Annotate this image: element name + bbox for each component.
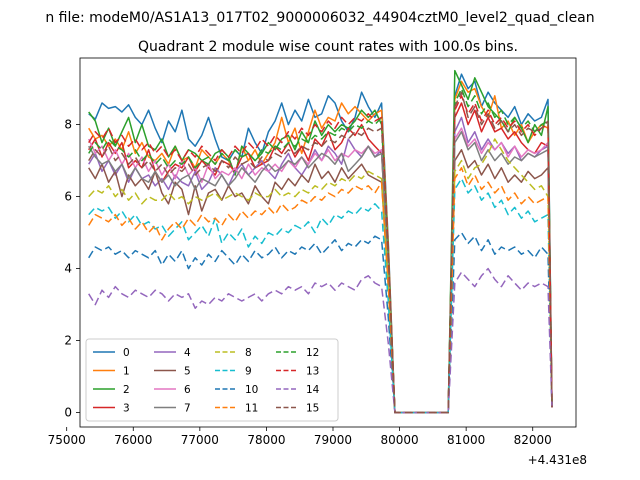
x-tick-label: 78000 xyxy=(247,433,285,447)
series-line-10 xyxy=(88,231,553,414)
x-tick-label: 81000 xyxy=(447,433,485,447)
y-tick-label: 2 xyxy=(64,334,72,348)
series-line-14 xyxy=(88,267,553,414)
legend-label: 10 xyxy=(245,384,258,396)
y-tick-label: 8 xyxy=(64,118,72,132)
series-line-9 xyxy=(88,177,553,414)
series-layer xyxy=(88,69,553,414)
legend-label: 9 xyxy=(245,366,252,378)
series-line-13 xyxy=(88,95,553,414)
legend-label: 14 xyxy=(306,384,320,396)
legend-label: 3 xyxy=(123,403,130,415)
legend-label: 11 xyxy=(245,403,258,415)
x-axis-offset-label: +4.431e8 xyxy=(528,453,587,467)
x-tick-label: 76000 xyxy=(114,433,152,447)
y-tick-label: 0 xyxy=(64,406,72,420)
legend-label: 1 xyxy=(123,366,130,378)
series-line-7 xyxy=(88,131,553,414)
legend-label: 7 xyxy=(184,403,191,415)
y-tick-label: 4 xyxy=(64,262,72,276)
series-line-8 xyxy=(88,138,553,414)
legend-label: 13 xyxy=(306,366,319,378)
legend-label: 6 xyxy=(184,384,191,396)
legend-label: 2 xyxy=(123,384,130,396)
x-tick-label: 80000 xyxy=(380,433,418,447)
x-axis: 75000 76000 77000 78000 79000 80000 81000 82000 xyxy=(48,427,552,447)
y-axis: 0 2 4 6 8 xyxy=(64,118,80,420)
chart-title: Quadrant 2 module wise count rates with … xyxy=(138,39,518,55)
figure-suptitle: n file: modeM0/AS1A13_017T02_9000006032_… xyxy=(45,10,594,26)
legend-label: 8 xyxy=(245,347,252,359)
x-tick-label: 82000 xyxy=(514,433,552,447)
legend-label: 12 xyxy=(306,347,319,359)
x-tick-label: 77000 xyxy=(181,433,219,447)
legend-box xyxy=(85,338,339,422)
series-line-11 xyxy=(88,167,553,414)
series-line-5 xyxy=(88,149,553,414)
x-tick-label: 75000 xyxy=(48,433,86,447)
y-tick-label: 6 xyxy=(64,190,72,204)
legend-label: 5 xyxy=(184,366,191,378)
series-line-2 xyxy=(88,69,553,414)
legend-label: 0 xyxy=(123,347,130,359)
axes-frame xyxy=(79,57,577,428)
legend-label: 15 xyxy=(306,403,319,415)
x-tick-label: 79000 xyxy=(314,433,352,447)
series-line-12 xyxy=(88,87,553,414)
legend-label: 4 xyxy=(184,347,191,359)
plot-area xyxy=(88,69,553,414)
series-line-15 xyxy=(88,91,553,414)
